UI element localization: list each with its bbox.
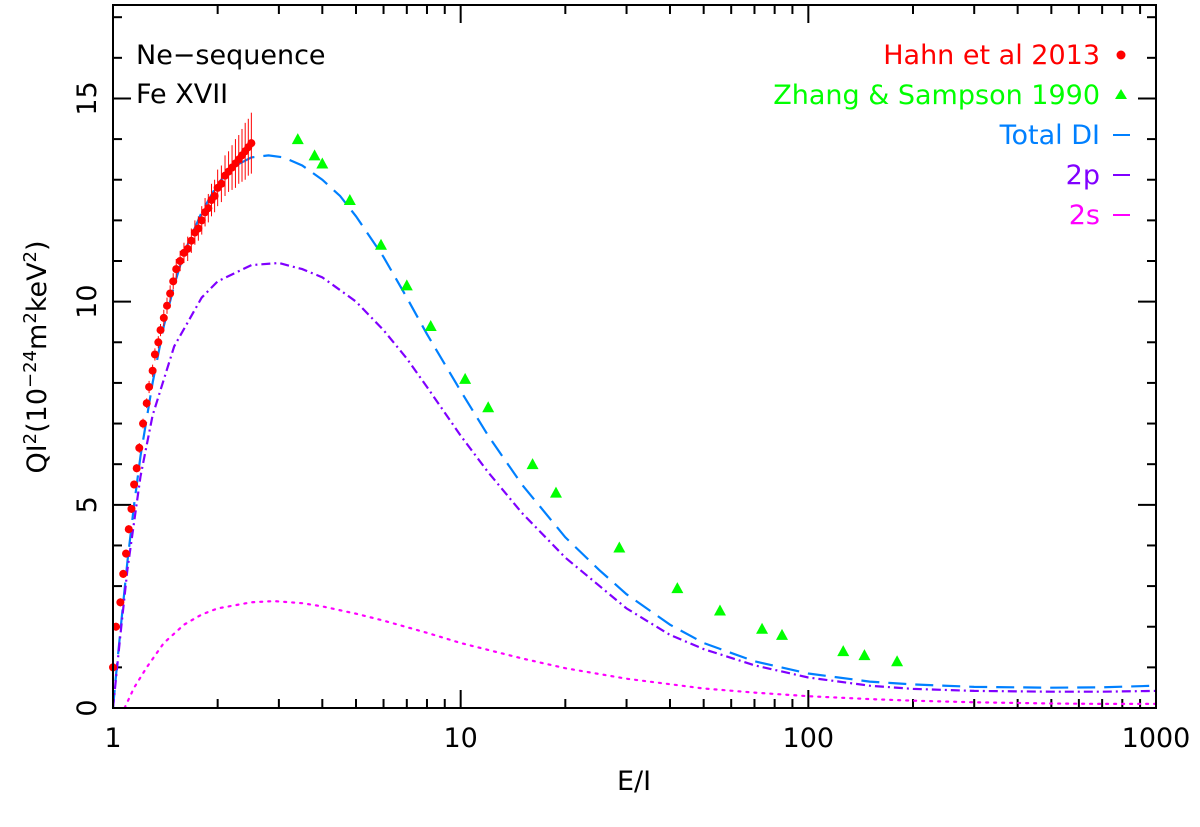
point-hahn-et-al-2013 [197, 216, 206, 225]
point-hahn-et-al-2013 [116, 598, 125, 607]
point-hahn-et-al-2013 [172, 265, 181, 274]
point-hahn-et-al-2013 [159, 313, 168, 322]
y-label-part: keV [22, 262, 53, 312]
legend-label-2s: 2s [1069, 200, 1100, 231]
legend-marker-hahn [1116, 50, 1126, 60]
point-hahn-et-al-2013 [176, 257, 185, 266]
y-tick-label: 15 [72, 81, 103, 115]
y-label-part: m [22, 324, 53, 350]
y-label-part: QI [22, 444, 53, 473]
y-tick-label: 0 [72, 699, 103, 716]
point-zhang-sampson-1990 [858, 649, 871, 661]
point-hahn-et-al-2013 [247, 139, 256, 148]
point-zhang-sampson-1990 [526, 458, 539, 470]
point-hahn-et-al-2013 [156, 326, 165, 335]
series-line-total-di [111, 154, 1157, 709]
legend-label-total-di: Total DI [999, 120, 1100, 151]
point-hahn-et-al-2013 [130, 480, 139, 489]
series-line-2s [123, 599, 1158, 710]
point-hahn-et-al-2013 [204, 204, 213, 213]
point-hahn-et-al-2013 [166, 289, 175, 298]
x-tick-label: 1 [104, 723, 121, 754]
point-zhang-sampson-1990 [756, 622, 769, 634]
tick-marks [112, 5, 1156, 709]
point-hahn-et-al-2013 [139, 419, 148, 428]
point-zhang-sampson-1990 [374, 238, 387, 250]
annotation-ion: Fe XVII [136, 79, 228, 110]
y-tick-label: 10 [72, 284, 103, 318]
x-tick-label: 1000 [1122, 723, 1191, 754]
legend-marker-zhang [1115, 89, 1127, 99]
legend-label-zhang: Zhang & Sampson 1990 [773, 80, 1100, 111]
point-zhang-sampson-1990 [776, 628, 789, 640]
point-hahn-et-al-2013 [169, 277, 178, 286]
point-zhang-sampson-1990 [308, 149, 321, 161]
plot-frame [112, 4, 1157, 709]
point-hahn-et-al-2013 [217, 179, 226, 188]
legend: Hahn et al 2013 Zhang & Sampson 1990 Tot… [773, 40, 1130, 231]
y-label-part: (10 [22, 388, 53, 433]
point-zhang-sampson-1990 [400, 279, 413, 291]
point-zhang-sampson-1990 [891, 655, 904, 667]
point-zhang-sampson-1990 [713, 604, 726, 616]
point-zhang-sampson-1990 [482, 401, 495, 413]
point-hahn-et-al-2013 [187, 236, 196, 245]
point-zhang-sampson-1990 [316, 157, 329, 169]
point-hahn-et-al-2013 [154, 338, 163, 347]
legend-label-2p: 2p [1066, 160, 1100, 191]
tick-labels: 1 10 100 1000 0 5 10 15 [72, 81, 1190, 754]
point-hahn-et-al-2013 [183, 244, 192, 253]
point-zhang-sampson-1990 [424, 320, 437, 332]
point-hahn-et-al-2013 [142, 399, 151, 408]
y-label-sup: 2 [20, 433, 41, 444]
point-zhang-sampson-1990 [837, 645, 850, 657]
y-label-part: ) [22, 240, 53, 251]
point-hahn-et-al-2013 [135, 443, 144, 452]
point-hahn-et-al-2013 [148, 366, 157, 375]
point-zhang-sampson-1990 [343, 194, 356, 206]
point-zhang-sampson-1990 [291, 133, 304, 145]
point-hahn-et-al-2013 [210, 191, 219, 200]
y-tick-label: 5 [72, 496, 103, 513]
x-tick-label: 100 [783, 723, 835, 754]
point-hahn-et-al-2013 [145, 382, 154, 391]
point-hahn-et-al-2013 [124, 525, 133, 534]
y-label-sup: 2 [20, 251, 41, 262]
point-zhang-sampson-1990 [459, 372, 472, 384]
x-tick-label: 10 [443, 723, 477, 754]
point-hahn-et-al-2013 [132, 464, 141, 473]
y-label-sup: 2 [20, 312, 41, 323]
y-axis-label: QI2(10−24m2keV2) [20, 240, 53, 473]
point-hahn-et-al-2013 [119, 569, 128, 578]
point-zhang-sampson-1990 [671, 582, 684, 594]
series-lines [111, 154, 1158, 710]
point-hahn-et-al-2013 [163, 301, 172, 310]
y-label-sup: −24 [20, 350, 41, 388]
legend-label-hahn: Hahn et al 2013 [883, 40, 1100, 71]
x-axis-label: E/I [617, 766, 651, 797]
point-hahn-et-al-2013 [127, 504, 136, 513]
point-hahn-et-al-2013 [122, 549, 131, 558]
point-zhang-sampson-1990 [549, 486, 562, 498]
point-hahn-et-al-2013 [150, 350, 159, 359]
series-line-2p [111, 261, 1157, 709]
annotation-sequence: Ne−sequence [136, 40, 326, 71]
point-hahn-et-al-2013 [194, 224, 203, 233]
point-zhang-sampson-1990 [613, 541, 626, 553]
